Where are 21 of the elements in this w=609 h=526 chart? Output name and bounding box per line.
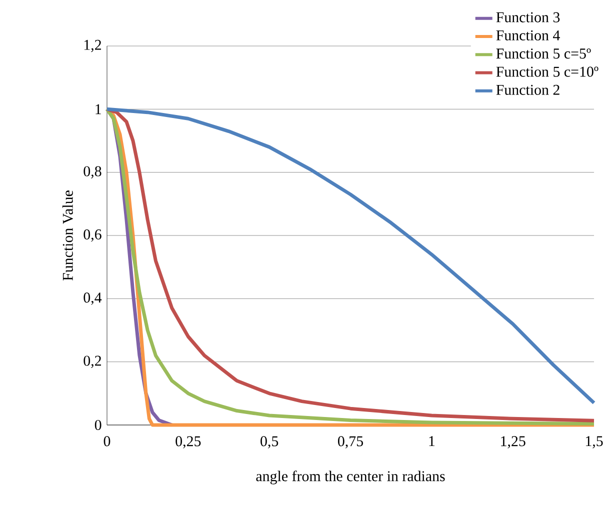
y-axis-title: Function Value <box>62 190 73 281</box>
x-tick-label: 0,5 <box>260 436 278 448</box>
legend-label: Function 4 <box>496 30 560 40</box>
legend-label: Function 2 <box>496 84 560 95</box>
legend-label: Function 3 <box>496 12 560 22</box>
y-tick-label: 1 <box>96 104 101 114</box>
y-tick-label: 0,8 <box>84 166 102 178</box>
y-tick-label: 0 <box>94 420 102 430</box>
y-tick-label: 0,2 <box>84 356 101 368</box>
legend-label: Function 5 c=5º <box>496 48 591 59</box>
x-tick-label: 1 <box>429 436 435 446</box>
y-tick-label: 0,6 <box>84 229 102 242</box>
x-tick-label: 1,25 <box>501 436 526 448</box>
x-axis-title: angle from the center in radians <box>256 470 445 484</box>
legend-label: Function 5 c=10º <box>496 66 598 77</box>
x-tick-label: 0 <box>104 436 110 446</box>
x-tick-label: 1,5 <box>586 436 603 448</box>
x-tick-label: 0,25 <box>176 436 201 448</box>
x-tick-label: 0,75 <box>338 436 363 448</box>
y-tick-label: 0,4 <box>84 292 102 305</box>
y-tick-label: 1,2 <box>84 40 101 52</box>
